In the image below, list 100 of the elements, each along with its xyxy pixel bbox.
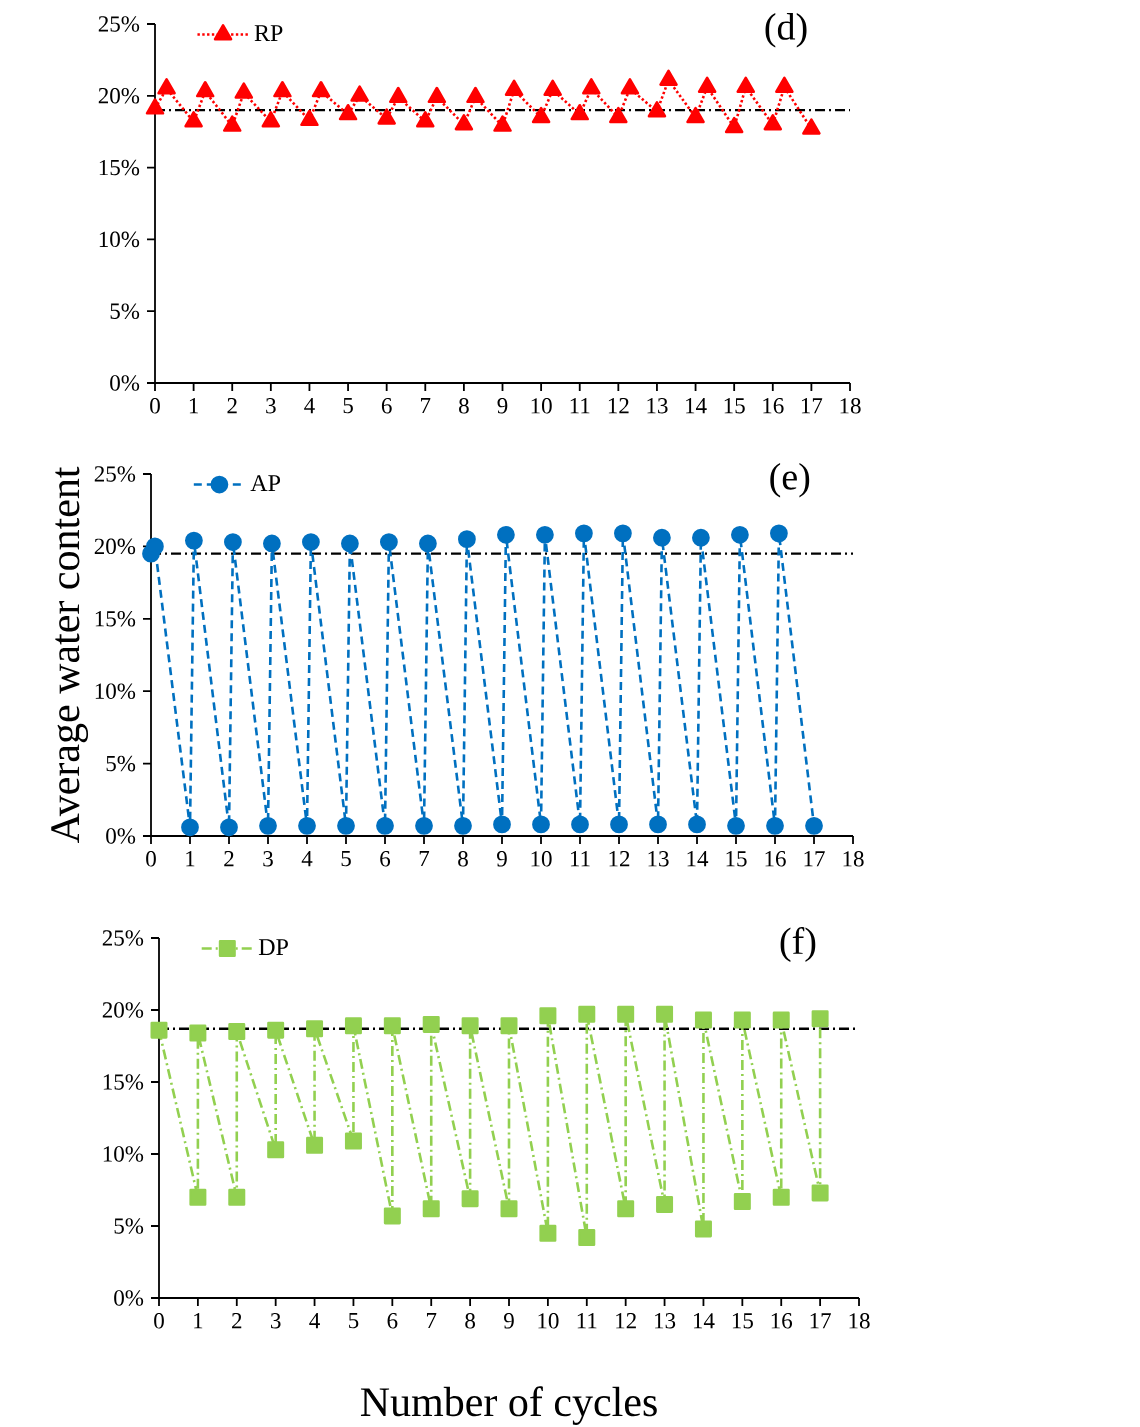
point [570,103,589,121]
point [733,1011,751,1029]
annotation: (e) [770,462,810,498]
point [497,525,515,544]
x-tick-label: 14 [686,398,707,414]
y-tick-label: 0% [114,1290,144,1306]
point [539,1224,557,1242]
point [571,815,589,834]
point [659,69,678,86]
point [181,818,199,837]
point [228,1188,246,1206]
x-tick-label: 14 [693,1313,715,1329]
y-tick-label: 0% [110,375,140,391]
point [647,101,667,118]
point [692,528,710,547]
point [261,111,281,128]
point [697,76,717,94]
point [578,1005,596,1023]
point [302,533,320,551]
legend-label: RP [254,25,283,41]
point [500,1200,518,1218]
legend-label: DP [258,939,288,955]
point [454,816,472,835]
x-tick-label: 1 [194,1313,203,1329]
point [493,815,511,834]
point [578,1229,596,1247]
x-tick-label: 1 [186,851,195,867]
x-tick-label: 0 [146,851,156,867]
point [500,1017,518,1035]
point [649,815,667,834]
y-tick-label: 10% [103,1146,144,1162]
point [298,816,316,835]
point [656,1005,674,1023]
x-tick-label: 9 [497,851,507,867]
x-tick-label: 4 [301,851,313,867]
x-tick-label: 13 [648,851,669,867]
point [731,525,749,544]
x-tick-label: 0 [154,1313,164,1329]
point [772,1011,790,1029]
x-tick-label: 7 [421,398,431,414]
point [377,108,396,125]
point [267,1141,285,1159]
point [337,816,355,835]
x-axis-title: Number of cycles [360,1386,657,1425]
point [306,1020,324,1038]
x-tick-label: 17 [801,398,823,414]
x-tick-label: 10 [531,398,552,414]
point [686,106,705,124]
point [536,525,554,544]
x-tick-label: 7 [426,1313,437,1329]
point [458,530,476,549]
point [184,111,203,128]
point [306,1136,324,1154]
x-tick-label: 5 [341,851,351,867]
x-tick-label: 12 [609,851,630,867]
annotation: (f) [780,927,816,962]
x-tick-label: 16 [763,398,784,414]
x-tick-label: 4 [304,398,315,414]
x-tick-label: 7 [419,851,430,867]
point [388,86,408,104]
x-tick-label: 8 [459,398,469,414]
point [380,533,398,551]
point [609,106,628,124]
point [775,76,794,94]
point [267,1021,285,1039]
annotation: (d) [765,13,807,48]
x-tick-label: 6 [381,398,392,414]
point [350,85,369,102]
y-tick-label: 15% [95,611,136,627]
point [224,533,242,551]
y-tick-label: 25% [98,16,140,32]
y-tick-label: 20% [94,538,136,555]
point [273,80,292,98]
x-tick-label: 12 [608,398,629,414]
point [614,524,632,543]
point [724,116,744,134]
point [338,103,358,121]
point [422,1200,440,1218]
y-tick-label: 5% [106,755,136,772]
point [582,78,601,95]
x-tick-label: 9 [497,398,508,414]
point [383,1017,401,1035]
y-axis-title: Average water content [51,466,89,844]
x-tick-label: 8 [465,1313,475,1329]
point [656,1195,674,1213]
x-tick-label: 13 [647,398,668,414]
x-tick-label: 15 [726,851,747,867]
point [263,534,281,553]
x-tick-label: 6 [387,1313,398,1329]
y-tick-label: 10% [99,231,140,248]
point [763,114,783,131]
legend-label: AP [250,475,281,491]
point [811,1010,829,1028]
point [575,524,593,543]
y-tick-label: 15% [103,1074,144,1090]
point [688,815,706,834]
x-tick-label: 17 [804,851,825,867]
point [344,1132,362,1150]
point [493,115,512,132]
point [772,1188,790,1206]
